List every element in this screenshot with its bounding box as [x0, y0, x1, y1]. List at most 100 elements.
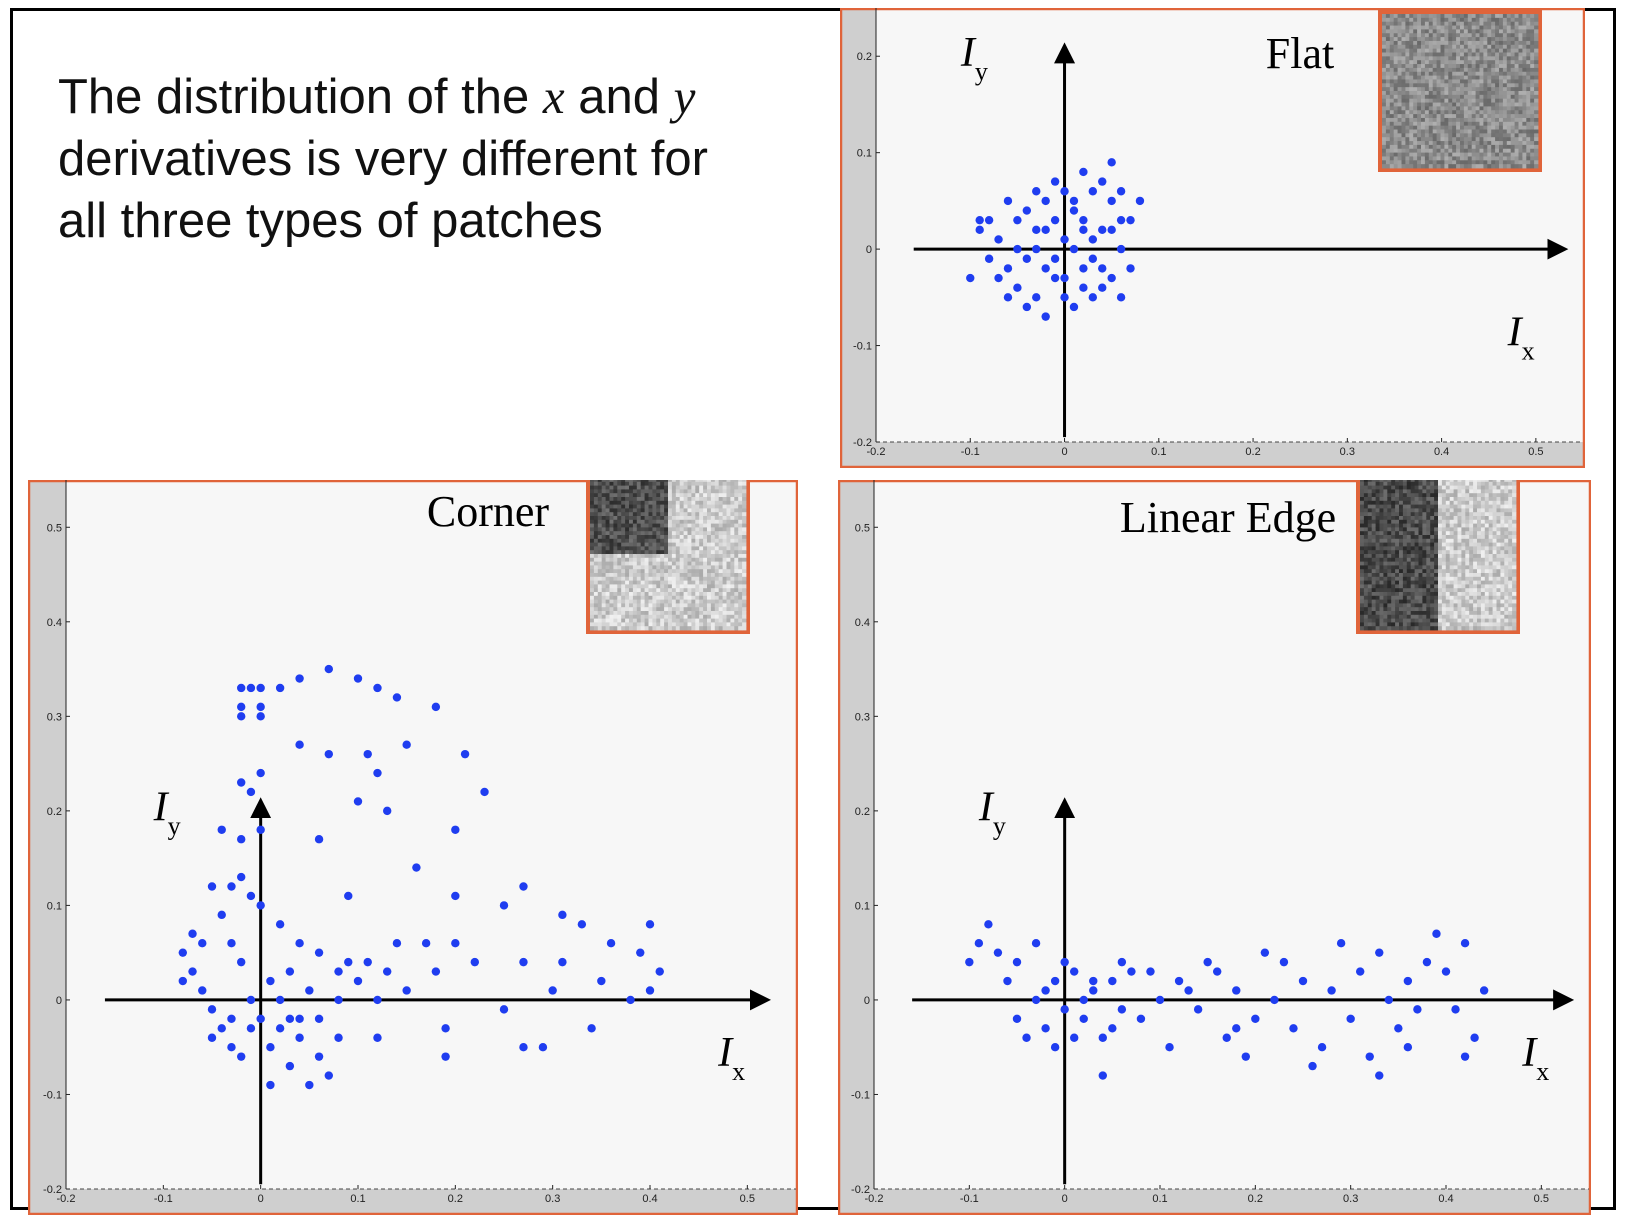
- data-point: [324, 664, 333, 674]
- data-point: [558, 910, 567, 920]
- data-point: [499, 901, 509, 910]
- data-point: [1470, 1033, 1479, 1042]
- data-point: [1013, 244, 1022, 254]
- data-point: [314, 1052, 324, 1061]
- y-tick-label: -0.2: [851, 1184, 870, 1196]
- data-point: [1032, 187, 1041, 196]
- x-tick-label: -0.2: [867, 446, 886, 458]
- data-point: [1088, 235, 1098, 244]
- x-tick-label: 0.4: [642, 1193, 657, 1205]
- data-point: [577, 920, 587, 929]
- panel-border: [28, 480, 798, 1215]
- y-tick-label: -0.1: [853, 341, 872, 353]
- data-point: [1136, 1014, 1146, 1024]
- data-point: [1126, 264, 1135, 273]
- data-point: [1232, 1024, 1241, 1033]
- data-point: [1060, 1005, 1069, 1014]
- data-point: [1155, 995, 1165, 1005]
- y-tick-label: 0.2: [857, 51, 872, 63]
- data-point: [1012, 957, 1022, 967]
- y-tick-label: 0.4: [855, 617, 870, 629]
- data-point: [1308, 1061, 1317, 1071]
- y-tick-label: 0.2: [855, 806, 870, 818]
- inset-patch: [1356, 480, 1520, 634]
- data-point: [1184, 986, 1193, 995]
- data-point: [1060, 293, 1069, 302]
- data-point: [1089, 976, 1098, 986]
- data-point: [1260, 948, 1270, 957]
- y-tick-label: 0.3: [47, 711, 62, 723]
- data-point: [1298, 976, 1308, 986]
- data-point: [1069, 206, 1079, 215]
- data-point: [373, 1033, 382, 1042]
- data-point: [1460, 1052, 1470, 1061]
- y-tick-label: -0.2: [43, 1184, 62, 1196]
- data-point: [1336, 939, 1346, 948]
- data-point: [392, 693, 402, 702]
- data-point: [1356, 967, 1365, 976]
- data-point: [1232, 986, 1241, 995]
- data-point: [1050, 254, 1060, 263]
- data-point: [1022, 254, 1032, 263]
- data-point: [1279, 957, 1289, 967]
- data-point: [1174, 976, 1184, 986]
- data-point: [295, 740, 304, 749]
- y-tick-label: -0.2: [853, 437, 872, 449]
- data-point: [188, 929, 197, 938]
- y-tick-label: 0.3: [855, 711, 870, 723]
- y-tick-label: 0.5: [855, 522, 870, 534]
- data-point: [266, 976, 275, 986]
- x-tick-label: 0.4: [1438, 1193, 1453, 1205]
- chart-title: Linear Edge: [1120, 493, 1336, 542]
- data-point: [1069, 196, 1079, 206]
- data-point: [295, 674, 304, 683]
- x-tick-label: -0.1: [154, 1193, 173, 1205]
- x-tick-label: 0.3: [545, 1193, 560, 1205]
- x-tick-label: 0.2: [1245, 446, 1260, 458]
- data-point: [314, 1014, 324, 1024]
- data-point: [1116, 187, 1126, 196]
- data-point: [334, 1033, 343, 1042]
- data-point: [1032, 293, 1041, 302]
- data-point: [558, 957, 567, 967]
- caption-var-y: y: [673, 69, 696, 124]
- data-point: [275, 995, 285, 1005]
- data-point: [1403, 1043, 1413, 1052]
- data-point: [1107, 196, 1116, 206]
- data-point: [1079, 1014, 1088, 1024]
- y-tick-label: 0: [56, 995, 62, 1007]
- data-point: [217, 825, 226, 834]
- data-point: [1116, 215, 1126, 225]
- data-point: [606, 939, 616, 948]
- data-point: [587, 1024, 596, 1033]
- linear-edge-panel: -0.2 -0.1 0 0.1 0.2 0.3 0.4 0.5 -0.2 -0.1 0 0.1 0.2 0…: [838, 480, 1591, 1215]
- data-point: [178, 948, 187, 957]
- data-point: [1289, 1024, 1298, 1033]
- data-point: [1060, 187, 1069, 196]
- data-point: [1222, 1033, 1231, 1042]
- data-point: [1317, 1043, 1327, 1052]
- data-point: [1050, 273, 1060, 283]
- data-point: [1098, 1033, 1107, 1042]
- data-point: [1022, 1033, 1031, 1042]
- data-point: [246, 1024, 256, 1033]
- data-point: [188, 967, 197, 976]
- data-point: [1116, 244, 1126, 254]
- data-point: [207, 1005, 217, 1014]
- panel-border: [838, 480, 1591, 1215]
- data-point: [285, 967, 295, 976]
- data-point: [227, 1014, 236, 1024]
- data-point: [275, 1024, 285, 1033]
- y-tick-label: 0.5: [47, 522, 62, 534]
- data-point: [451, 939, 460, 948]
- data-point: [256, 702, 265, 712]
- data-point: [207, 1033, 217, 1042]
- data-point: [1251, 1014, 1260, 1024]
- data-point: [1041, 196, 1050, 206]
- data-point: [538, 1043, 548, 1052]
- data-point: [966, 273, 975, 283]
- x-tick-label: -0.1: [961, 446, 980, 458]
- data-point: [984, 254, 994, 263]
- inset-patch: [586, 480, 750, 634]
- data-point: [285, 1061, 295, 1071]
